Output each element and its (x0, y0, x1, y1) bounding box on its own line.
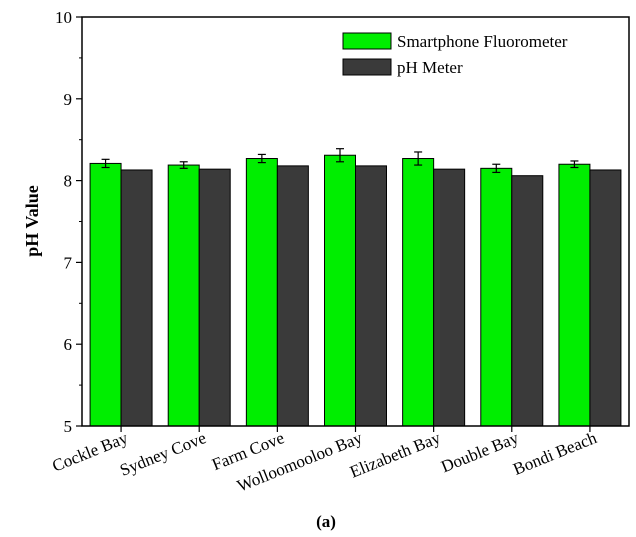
legend-swatch-ph-meter (342, 58, 392, 76)
bar-ph-meter-2 (276, 165, 309, 427)
x-tick-label: Double Bay (438, 428, 521, 476)
bar-ph-meter-5 (511, 175, 544, 427)
error-bar-5 (492, 163, 501, 174)
bar-ph-meter-4 (433, 168, 466, 427)
bars-layer (89, 154, 622, 427)
y-tick-label: 10 (55, 8, 72, 27)
error-bar-4 (414, 151, 423, 166)
legend-label-smartphone-fluorometer: Smartphone Fluorometer (397, 32, 568, 51)
x-tick-label: Sydney Cove (117, 428, 209, 480)
figure-caption: (a) (316, 512, 336, 531)
bar-ph-meter-3 (355, 165, 387, 427)
bar-ph-meter-0 (120, 169, 153, 427)
bar-smartphone-fluorometer-3 (324, 154, 356, 427)
y-tick-label: 6 (64, 335, 73, 354)
bar-smartphone-fluorometer-1 (167, 164, 200, 427)
error-bar-3 (336, 148, 344, 163)
legend-swatch-smartphone-fluorometer (342, 32, 392, 50)
error-bar-0 (101, 158, 110, 169)
error-bar-2 (257, 153, 266, 164)
bar-ph-meter-1 (198, 168, 231, 427)
y-tick-label: 9 (64, 90, 73, 109)
y-tick-label: 8 (64, 172, 73, 191)
error-bar-1 (179, 161, 188, 169)
legend-label-ph-meter: pH Meter (397, 58, 463, 77)
bar-smartphone-fluorometer-5 (480, 167, 513, 427)
y-axis: 5 6 7 8 9 10 (55, 8, 82, 436)
bar-smartphone-fluorometer-4 (402, 158, 435, 427)
y-tick-label: 7 (64, 253, 73, 272)
error-bar-6 (570, 160, 579, 169)
bar-smartphone-fluorometer-0 (89, 162, 122, 427)
y-axis-title: pH Value (22, 185, 42, 257)
bar-smartphone-fluorometer-2 (245, 158, 278, 427)
bar-ph-meter-6 (589, 169, 622, 427)
legend: Smartphone Fluorometer pH Meter (342, 32, 568, 77)
y-tick-label: 5 (64, 417, 73, 436)
error-bars-layer (101, 148, 579, 174)
x-tick-label: Bondi Beach (510, 428, 599, 479)
bar-smartphone-fluorometer-6 (558, 163, 591, 427)
x-tick-label: Elizabeth Bay (347, 428, 443, 482)
